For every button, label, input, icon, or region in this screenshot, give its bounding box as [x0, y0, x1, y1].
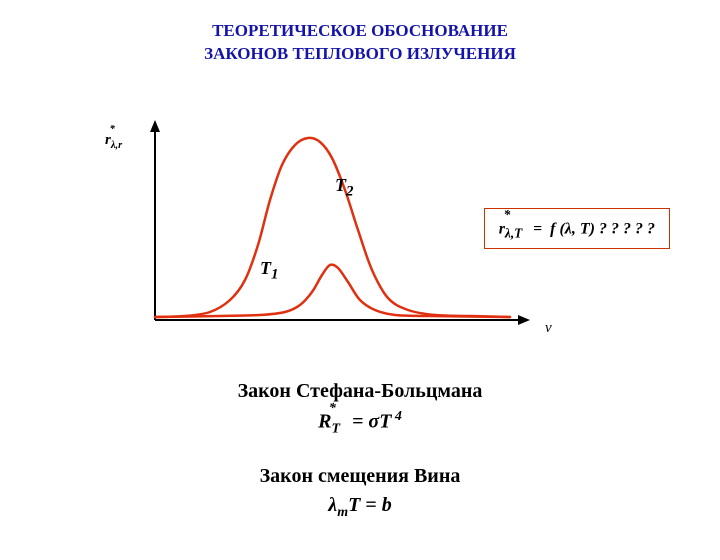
law2-title: Закон смещения Вина	[0, 465, 720, 488]
title-line1: ТЕОРЕТИЧЕСКОЕ ОБОСНОВАНИЕ	[212, 21, 508, 40]
x-axis-label: ν	[545, 320, 552, 337]
law1-formula: RT* = σT 4	[0, 409, 720, 438]
title-line2: ЗАКОНОВ ТЕПЛОВОГО ИЗЛУЧЕНИЯ	[204, 44, 516, 63]
law2-formula: λmT = b	[0, 494, 720, 521]
law1-title: Закон Стефана-Больцмана	[0, 380, 720, 403]
radiation-chart	[130, 120, 530, 340]
curve-label-t1: T1	[260, 258, 279, 284]
y-axis-label: rλ,r*	[105, 130, 127, 151]
wien-displacement-law: Закон смещения Вина λmT = b	[0, 465, 720, 521]
chart-svg	[130, 120, 530, 340]
spectral-density-formula-box: rλ,T* = f (λ, T) ? ? ? ? ?	[484, 208, 670, 249]
curve-label-t2: T2	[335, 175, 354, 201]
page-title: ТЕОРЕТИЧЕСКОЕ ОБОСНОВАНИЕ ЗАКОНОВ ТЕПЛОВ…	[0, 20, 720, 66]
stefan-boltzmann-law: Закон Стефана-Больцмана RT* = σT 4	[0, 380, 720, 438]
